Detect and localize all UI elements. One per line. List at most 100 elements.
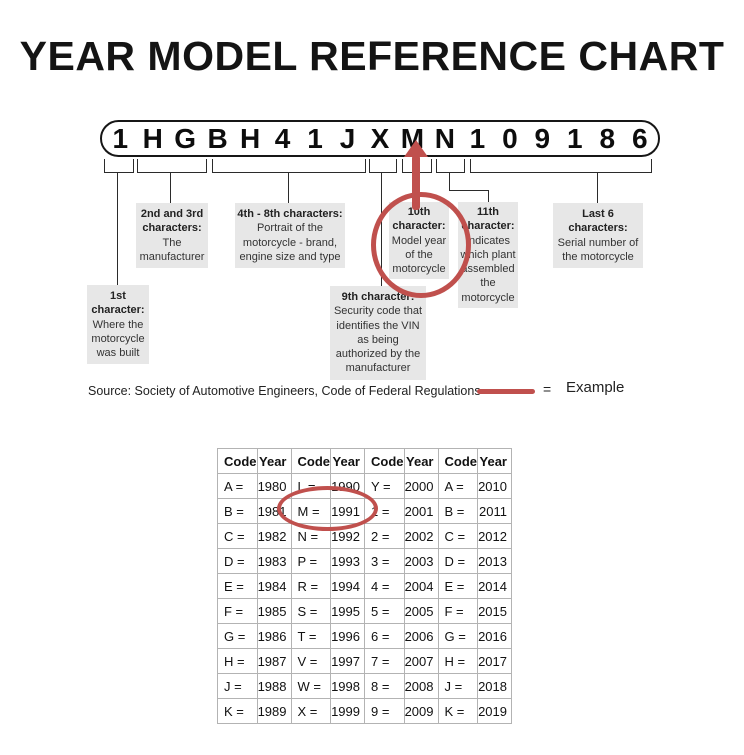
callout-header: Last 6 characters: [568, 208, 628, 235]
connector-11th-elbow [449, 190, 488, 191]
table-cell: 2014 [477, 573, 512, 599]
example-arrow-icon [404, 140, 428, 157]
table-row: J = 1988 W = 1998 8 = 2008 J = 2018 [217, 673, 512, 699]
table-cell: K = [437, 698, 478, 724]
vin-char: H [239, 122, 261, 154]
table-cell: G = [437, 623, 478, 649]
table-cell: 2008 [403, 673, 439, 699]
table-row: D = 1983 P = 1993 3 = 2003 D = 2013 [217, 548, 512, 574]
connector-11th-drop [449, 172, 450, 191]
vin-char: 0 [502, 122, 518, 154]
table-cell: 2009 [403, 698, 439, 724]
connector-2nd-3rd [170, 172, 171, 203]
vin-char: 1 [469, 122, 486, 154]
callout-body: Where the motorcycle was built [91, 318, 145, 360]
bracket-11th-char [436, 159, 465, 173]
table-cell: 8 = [364, 673, 405, 699]
table-cell: X = [290, 698, 331, 724]
vin-char: 6 [631, 122, 648, 154]
callout-11th-character: 11th character: Indicates which plant as… [458, 202, 518, 309]
table-cell: 1996 [330, 623, 365, 649]
table-cell: 1995 [330, 598, 365, 624]
table-cell: 4 = [364, 573, 405, 599]
vin-char: H [142, 122, 163, 154]
callout-body: Serial number of the motorcycle [557, 236, 639, 263]
bracket-4th-8th-chars [212, 159, 366, 173]
table-cell: 2000 [403, 473, 439, 499]
table-cell: 6 = [364, 623, 405, 649]
callout-header: 1st character: [91, 290, 145, 317]
table-cell: B = [217, 498, 258, 524]
table-header-row: Code Year Code Year Code Year Code Year [217, 448, 512, 474]
table-cell: E = [217, 573, 258, 599]
table-cell: H = [217, 648, 258, 674]
table-cell: 2015 [477, 598, 512, 624]
table-cell: 1998 [330, 673, 365, 699]
table-cell: 9 = [364, 698, 405, 724]
vin-char: J [339, 122, 356, 154]
table-cell: 1985 [256, 598, 292, 624]
bracket-9th-char [369, 159, 397, 173]
table-cell: 2018 [477, 673, 512, 699]
table-cell: 2004 [403, 573, 439, 599]
table-cell: W = [290, 673, 331, 699]
table-header-cell: Code [217, 448, 258, 474]
table-cell: 1988 [256, 673, 292, 699]
table-cell: B = [437, 498, 478, 524]
table-cell: F = [217, 598, 258, 624]
callout-body: Indicates which plant assembled the moto… [460, 234, 516, 304]
connector-4th-8th [288, 172, 289, 203]
table-cell: E = [437, 573, 478, 599]
example-arrow-shaft [412, 155, 420, 210]
table-cell: 2011 [477, 498, 512, 524]
table-cell: Y = [364, 473, 405, 499]
table-cell: 2012 [477, 523, 512, 549]
legend-label: Example [566, 379, 625, 396]
table-header-cell: Code [437, 448, 478, 474]
table-cell: 2010 [477, 473, 512, 499]
table-cell: D = [437, 548, 478, 574]
table-cell: P = [290, 548, 331, 574]
table-cell: 2019 [477, 698, 512, 724]
legend-equals: = [543, 381, 552, 397]
table-cell: R = [290, 573, 331, 599]
table-cell: 2013 [477, 548, 512, 574]
table-header-cell: Year [477, 448, 512, 474]
table-row: H = 1987 V = 1997 7 = 2007 H = 2017 [217, 648, 512, 674]
bracket-last-6-chars [470, 159, 652, 173]
table-cell: T = [290, 623, 331, 649]
table-cell: F = [437, 598, 478, 624]
vin-char: 8 [599, 122, 616, 154]
table-cell: 2001 [403, 498, 439, 524]
callout-body: Security code that identifies the VIN as… [333, 305, 423, 375]
callout-header: 4th - 8th characters: [237, 208, 343, 220]
callout-header: 2nd and 3rd characters: [140, 208, 204, 235]
table-cell: 1997 [330, 648, 365, 674]
bracket-2nd-3rd-chars [137, 159, 207, 173]
table-cell: A = [217, 473, 258, 499]
vin-char: B [207, 122, 228, 154]
table-cell: 7 = [364, 648, 405, 674]
table-cell: 1983 [256, 548, 292, 574]
example-line-icon [477, 389, 535, 394]
vin-char: X [370, 122, 390, 154]
connector-1st [117, 172, 118, 285]
table-header-cell: Year [330, 448, 365, 474]
callout-last-6-characters: Last 6 characters: Serial number of the … [553, 203, 643, 269]
table-cell: C = [437, 523, 478, 549]
table-cell: 2003 [403, 548, 439, 574]
table-cell: 1986 [256, 623, 292, 649]
table-cell: 1992 [330, 523, 365, 549]
table-cell: J = [217, 673, 258, 699]
table-cell: V = [290, 648, 331, 674]
table-cell: H = [437, 648, 478, 674]
table-cell: 1989 [256, 698, 292, 724]
table-cell: 3 = [364, 548, 405, 574]
connector-last-6 [597, 172, 598, 203]
table-cell: 1993 [330, 548, 365, 574]
year-code-table: Code Year Code Year Code Year Code Year A = 1980… [217, 448, 512, 724]
callout-header: 11th character: [461, 206, 515, 233]
callout-2nd-3rd-characters: 2nd and 3rd characters: The manufacturer [136, 203, 208, 269]
table-cell: C = [217, 523, 258, 549]
table-cell: 1999 [330, 698, 365, 724]
